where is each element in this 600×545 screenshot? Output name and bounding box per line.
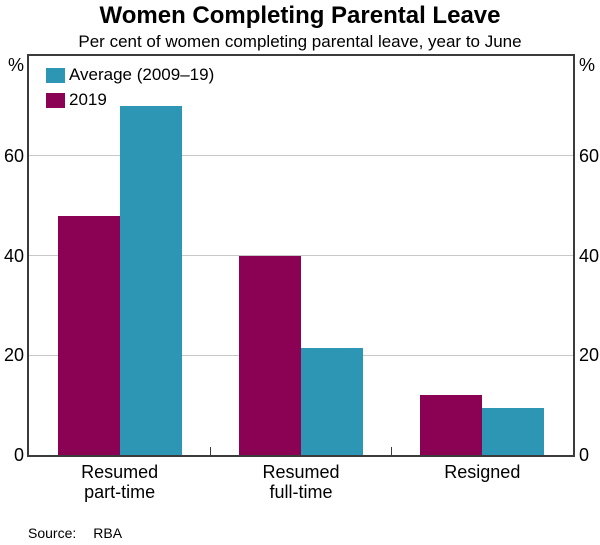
source-value: RBA [93, 525, 123, 541]
y-tick-label-right-0: 0 [579, 445, 590, 465]
bar-s1-c1 [239, 255, 301, 455]
y-axis-unit-left: % [7, 55, 24, 75]
x-category-label-2: Resigned [444, 462, 521, 482]
x-category-label-0: Resumed part-time [81, 462, 159, 502]
plot-area: Average (2009–19) 2019 [27, 54, 575, 457]
y-tick-label-right-60: 60 [579, 145, 600, 166]
x-axis-tick [391, 447, 393, 455]
legend-label-1: 2019 [69, 90, 107, 109]
x-axis-tick [209, 447, 211, 455]
gridline-60 [29, 155, 573, 157]
y-tick-label-left-60: 60 [3, 145, 24, 166]
y-tick-label-right-20: 20 [579, 345, 600, 366]
legend-swatch-0 [46, 67, 65, 83]
bar-s1-c2 [420, 395, 483, 455]
gridline-40 [29, 255, 573, 256]
source-note: Source: RBA [28, 524, 122, 542]
y-tick-label-left-20: 20 [3, 345, 24, 366]
legend-label-0: Average (2009–19) [69, 65, 215, 84]
bar-s1-c0 [57, 215, 120, 455]
chart-subtitle: Per cent of women completing parental le… [78, 32, 522, 51]
legend-swatch-1 [46, 92, 65, 108]
legend: Average (2009–19) 2019 [46, 65, 215, 117]
bar-s0-c1 [301, 347, 363, 455]
y-tick-label-right-40: 40 [579, 245, 600, 266]
bar-s0-c0 [119, 105, 182, 455]
y-axis-unit-right: % [579, 55, 596, 75]
source-label: Source: [28, 525, 77, 541]
y-tick-label-left-40: 40 [3, 245, 24, 266]
legend-item-1: 2019 [46, 90, 214, 109]
y-tick-label-left-0: 0 [13, 445, 24, 465]
x-category-label-1: Resumed full-time [262, 462, 340, 502]
bar-s0-c2 [482, 407, 545, 455]
chart-title: Women Completing Parental Leave [99, 2, 501, 29]
legend-item-0: Average (2009–19) [46, 65, 215, 84]
